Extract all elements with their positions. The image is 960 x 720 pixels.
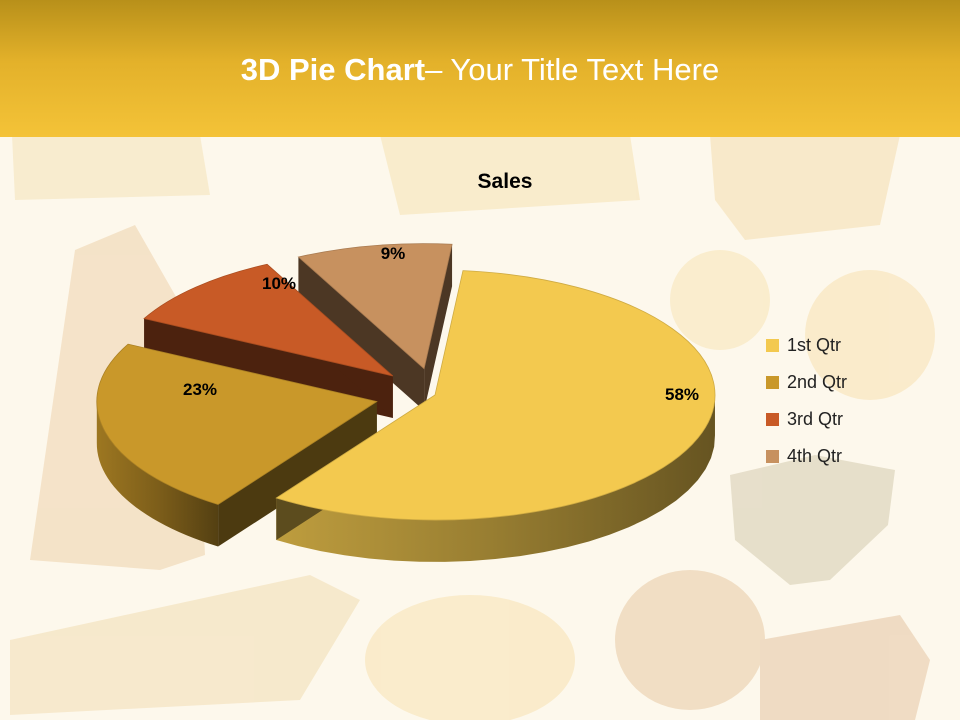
data-label-4: 9% [381, 244, 406, 263]
chart-title: Sales [478, 170, 533, 193]
slide-title-rest: – Your Title Text Here [425, 52, 720, 87]
data-label-2: 23% [183, 380, 217, 399]
slide-title: 3D Pie Chart– Your Title Text Here [0, 48, 960, 92]
data-label-3: 10% [262, 274, 296, 293]
legend-swatch-3 [766, 413, 779, 426]
legend-label-4: 4th Qtr [787, 446, 842, 466]
legend-label-3: 3rd Qtr [787, 409, 843, 429]
pie-slice-2nd-qtr [96, 343, 378, 547]
legend-swatch-2 [766, 376, 779, 389]
data-label-1: 58% [665, 385, 699, 404]
pie-slice-4th-qtr [297, 243, 453, 411]
legend-swatch-1 [766, 339, 779, 352]
pie-slice-1st-qtr [275, 270, 716, 562]
title-bar [0, 0, 960, 137]
legend-swatch-4 [766, 450, 779, 463]
legend-label-2: 2nd Qtr [787, 372, 847, 392]
slide-title-bold: 3D Pie Chart [240, 52, 426, 87]
legend-label-1: 1st Qtr [787, 335, 841, 355]
